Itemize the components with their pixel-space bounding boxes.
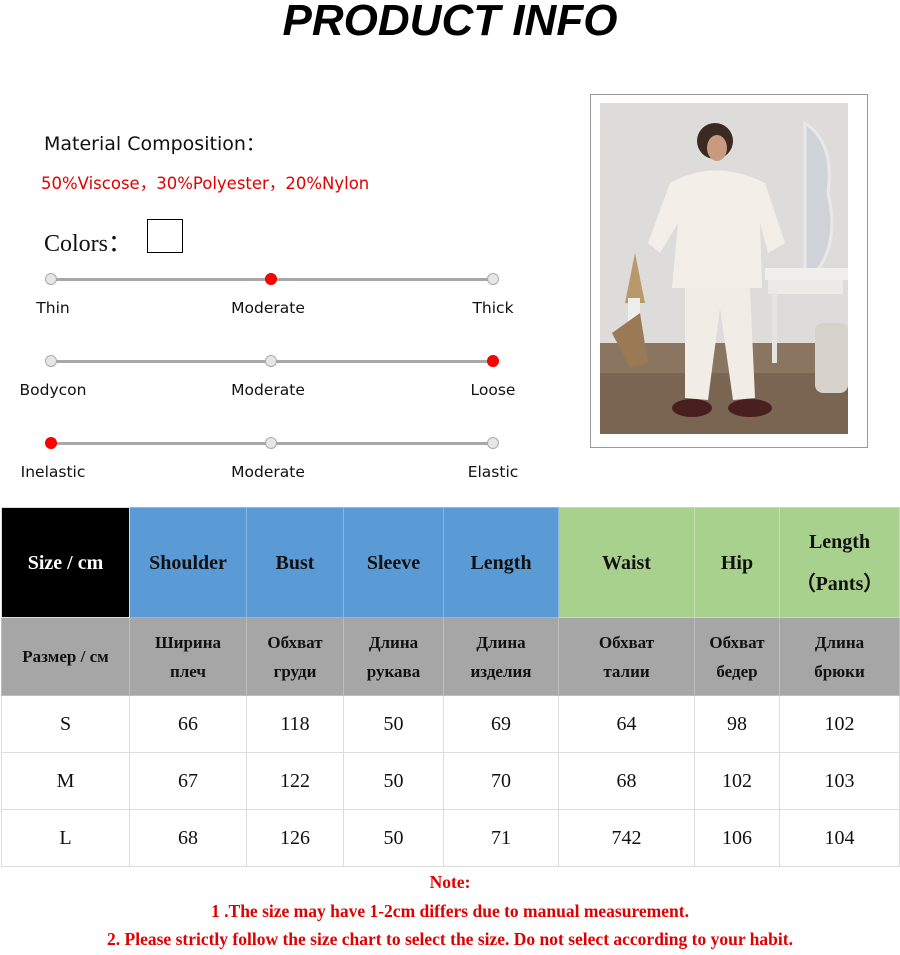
table-cell: 102 xyxy=(694,752,780,810)
header-en: Length xyxy=(443,507,559,618)
scale-dot-selected xyxy=(265,273,277,285)
table-cell: 71 xyxy=(443,809,559,867)
page-title: PRODUCT INFO xyxy=(282,0,618,45)
table-cell: 98 xyxy=(694,695,780,753)
header-ru: Длина рукава xyxy=(343,617,444,696)
scale-label: Loose xyxy=(470,381,516,399)
header-ru: Ширина плеч xyxy=(129,617,247,696)
header-en: Size / cm xyxy=(1,507,130,618)
table-cell: 50 xyxy=(343,809,444,867)
product-photo xyxy=(600,103,848,434)
scale-2: Inelastic Moderate Elastic xyxy=(0,437,540,503)
header-ru: Размер / см xyxy=(1,617,130,696)
header-en: Hip xyxy=(694,507,780,618)
header-en: Shoulder xyxy=(129,507,247,618)
scale-dot xyxy=(487,273,499,285)
table-row: S 66 118 50 69 64 98 102 xyxy=(1,695,900,753)
table-cell: M xyxy=(1,752,130,810)
table-row: M 67 122 50 70 68 102 103 xyxy=(1,752,900,810)
note-line-1: 1 .The size may have 1-2cm differs due t… xyxy=(211,901,689,921)
note-heading: Note: xyxy=(429,872,471,892)
table-cell: 106 xyxy=(694,809,780,867)
size-table: Size / cm Shoulder Bust Sleeve Length Waist Hi… xyxy=(1,507,900,867)
header-ru: Обхват бедер xyxy=(694,617,780,696)
material-value: 50%Viscose，30%Polyester，20%Nylon xyxy=(41,174,370,193)
scale-dot xyxy=(45,355,57,367)
color-swatch-white xyxy=(147,219,183,253)
header-en: Length （Pants） xyxy=(779,507,900,618)
scale-label: Bodycon xyxy=(19,381,87,399)
scale-label: Thick xyxy=(472,299,514,317)
header-en: Sleeve xyxy=(343,507,444,618)
scale-label: Thin xyxy=(36,299,70,317)
table-cell: 64 xyxy=(558,695,695,753)
table-row: L 68 126 50 71 742 106 104 xyxy=(1,809,900,867)
scale-label: Moderate xyxy=(231,381,305,399)
table-cell: 103 xyxy=(779,752,900,810)
scale-label: Elastic xyxy=(467,463,519,481)
table-cell: 104 xyxy=(779,809,900,867)
table-cell: 67 xyxy=(129,752,247,810)
header-ru: Обхват талии xyxy=(558,617,695,696)
table-cell: 69 xyxy=(443,695,559,753)
scale-dot xyxy=(265,355,277,367)
scale-label: Inelastic xyxy=(20,463,86,481)
table-cell: 68 xyxy=(558,752,695,810)
scale-0: Thin Moderate Thick xyxy=(0,273,540,339)
table-cell: 102 xyxy=(779,695,900,753)
table-cell: 742 xyxy=(558,809,695,867)
scale-dot xyxy=(45,273,57,285)
scale-dot-selected xyxy=(487,355,499,367)
header-en: Waist xyxy=(558,507,695,618)
model-photo-illustration xyxy=(600,103,848,434)
table-cell: 50 xyxy=(343,752,444,810)
table-cell: 118 xyxy=(246,695,344,753)
header-ru: Длина брюки xyxy=(779,617,900,696)
header-ru: Длина изделия xyxy=(443,617,559,696)
table-cell: 70 xyxy=(443,752,559,810)
table-cell: L xyxy=(1,809,130,867)
table-cell: 122 xyxy=(246,752,344,810)
scale-dot xyxy=(265,437,277,449)
header-ru: Обхват груди xyxy=(246,617,344,696)
colors-label: Colors： xyxy=(44,231,133,257)
scale-dot xyxy=(487,437,499,449)
note-line-2: 2. Please strictly follow the size chart… xyxy=(107,929,793,949)
scale-1: Bodycon Moderate Loose xyxy=(0,355,540,421)
scale-label: Moderate xyxy=(231,299,305,317)
scale-label: Moderate xyxy=(231,463,305,481)
table-cell: 66 xyxy=(129,695,247,753)
table-cell: S xyxy=(1,695,130,753)
table-cell: 50 xyxy=(343,695,444,753)
material-label: Material Composition： xyxy=(44,133,265,155)
scale-dot-selected xyxy=(45,437,57,449)
table-cell: 126 xyxy=(246,809,344,867)
header-en: Bust xyxy=(246,507,344,618)
table-cell: 68 xyxy=(129,809,247,867)
